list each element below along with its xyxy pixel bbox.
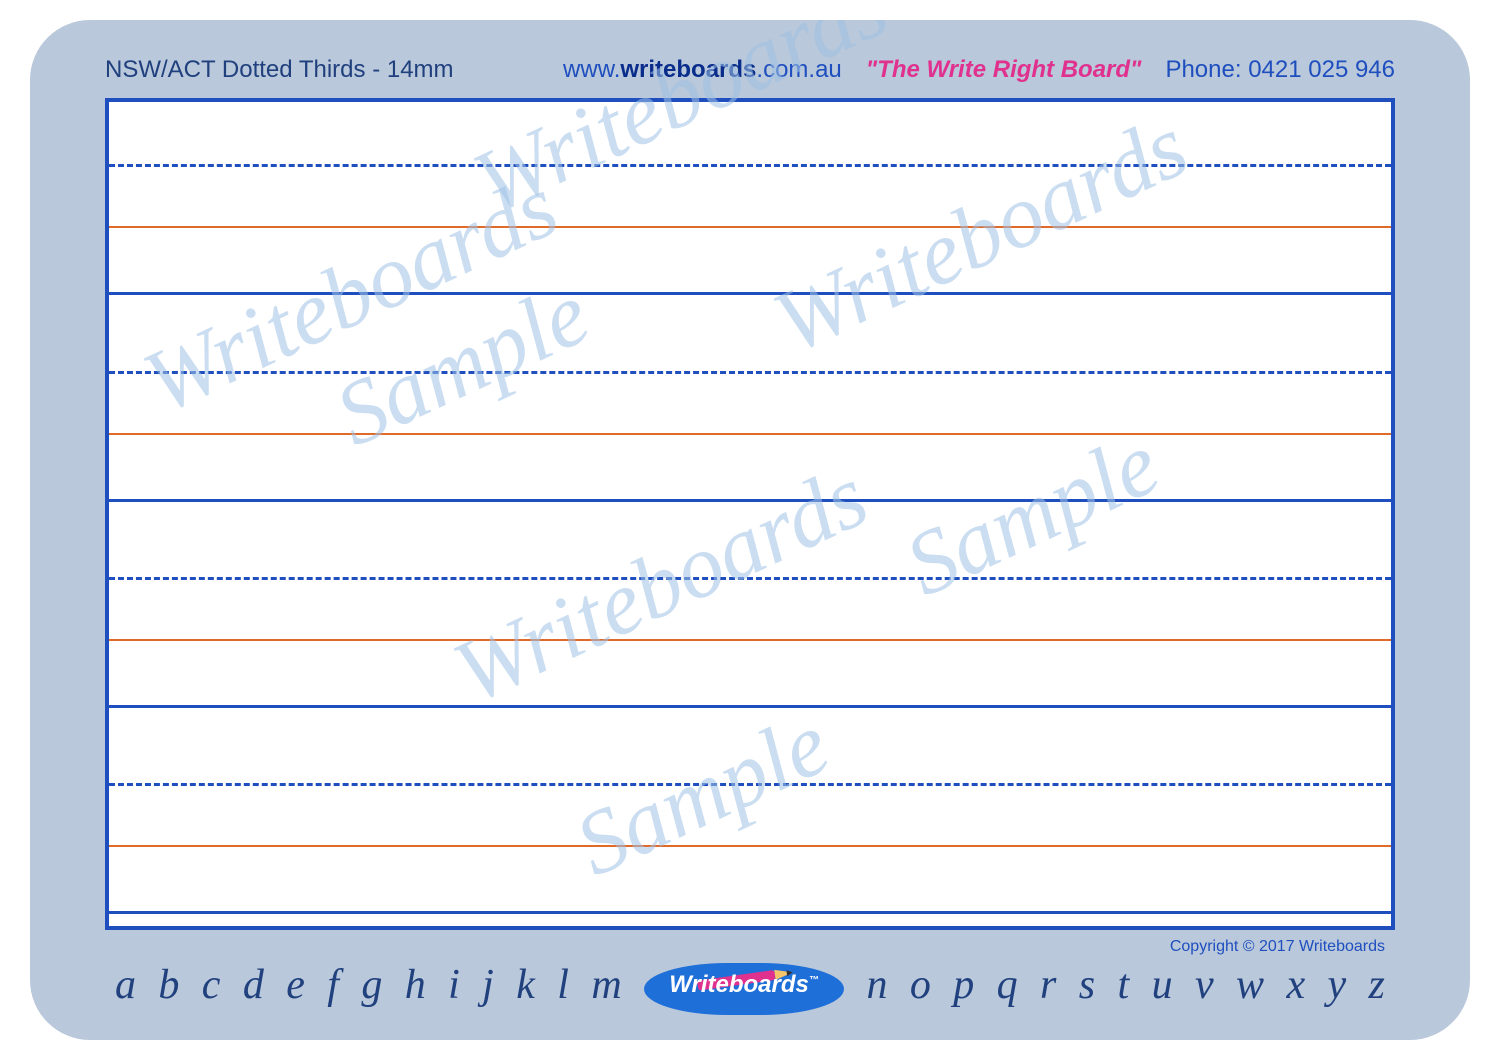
writing-row bbox=[109, 721, 1391, 927]
alphabet-letter: l bbox=[557, 961, 569, 1009]
alphabet-letter: s bbox=[1079, 961, 1095, 1009]
url-main: writeboards bbox=[620, 56, 756, 83]
alphabet-letter: m bbox=[591, 961, 621, 1009]
alphabet-letter: u bbox=[1152, 961, 1173, 1009]
alphabet-letter: r bbox=[1040, 961, 1056, 1009]
alphabet-letter: i bbox=[448, 961, 460, 1009]
phone: Phone: 0421 025 946 bbox=[1165, 56, 1395, 84]
baseline-red bbox=[109, 639, 1391, 641]
alphabet-letter: v bbox=[1195, 961, 1214, 1009]
dashed-guideline bbox=[109, 577, 1391, 580]
writing-area bbox=[105, 98, 1395, 930]
alphabet-letter: x bbox=[1286, 961, 1305, 1009]
writeboards-logo: Writeboards™ bbox=[644, 955, 844, 1015]
alphabet-letter: b bbox=[158, 961, 179, 1009]
writing-row bbox=[109, 102, 1391, 309]
solid-guideline bbox=[109, 292, 1391, 295]
slogan: "The Write Right Board" bbox=[866, 56, 1142, 84]
dashed-guideline bbox=[109, 371, 1391, 374]
solid-guideline bbox=[109, 499, 1391, 502]
alphabet-letter: h bbox=[405, 961, 426, 1009]
alphabet-letter: o bbox=[910, 961, 931, 1009]
alphabet-letter: z bbox=[1369, 961, 1385, 1009]
solid-guideline bbox=[109, 911, 1391, 914]
url-suffix: .com.au bbox=[756, 56, 841, 83]
alphabet-letter: n bbox=[866, 961, 887, 1009]
alphabet-letter: d bbox=[243, 961, 264, 1009]
url-prefix: www. bbox=[563, 56, 620, 83]
writing-row bbox=[109, 309, 1391, 515]
alphabet-letter: w bbox=[1236, 961, 1264, 1009]
logo-text: Writeboards™ bbox=[669, 971, 819, 999]
dashed-guideline bbox=[109, 164, 1391, 167]
baseline-red bbox=[109, 433, 1391, 435]
header: NSW/ACT Dotted Thirds - 14mm www.writebo… bbox=[105, 56, 1395, 92]
alphabet-letter: p bbox=[953, 961, 974, 1009]
dashed-guideline bbox=[109, 783, 1391, 786]
alphabet-footer: abcdefghijklm Writeboards™ nopqrstuvwxyz bbox=[115, 950, 1385, 1020]
alphabet-letter: y bbox=[1327, 961, 1346, 1009]
header-right: www.writeboards.com.au "The Write Right … bbox=[563, 56, 1395, 84]
alphabet-letter: j bbox=[482, 961, 494, 1009]
baseline-red bbox=[109, 226, 1391, 228]
alphabet-letter: t bbox=[1118, 961, 1130, 1009]
alphabet-letter: q bbox=[997, 961, 1018, 1009]
writeboard-frame: NSW/ACT Dotted Thirds - 14mm www.writebo… bbox=[30, 20, 1470, 1040]
baseline-red bbox=[109, 845, 1391, 847]
alphabet-letter: a bbox=[115, 961, 136, 1009]
worksheet-title: NSW/ACT Dotted Thirds - 14mm bbox=[105, 56, 454, 84]
alphabet-letter: k bbox=[516, 961, 535, 1009]
phone-label: Phone: bbox=[1165, 56, 1241, 83]
writing-row bbox=[109, 515, 1391, 721]
alphabet-letter: f bbox=[327, 961, 339, 1009]
alphabet-letter: c bbox=[202, 961, 221, 1009]
solid-guideline bbox=[109, 705, 1391, 708]
website-url: www.writeboards.com.au bbox=[563, 56, 842, 84]
phone-number: 0421 025 946 bbox=[1248, 56, 1395, 83]
alphabet-letter: e bbox=[286, 961, 305, 1009]
alphabet-letter: g bbox=[361, 961, 382, 1009]
